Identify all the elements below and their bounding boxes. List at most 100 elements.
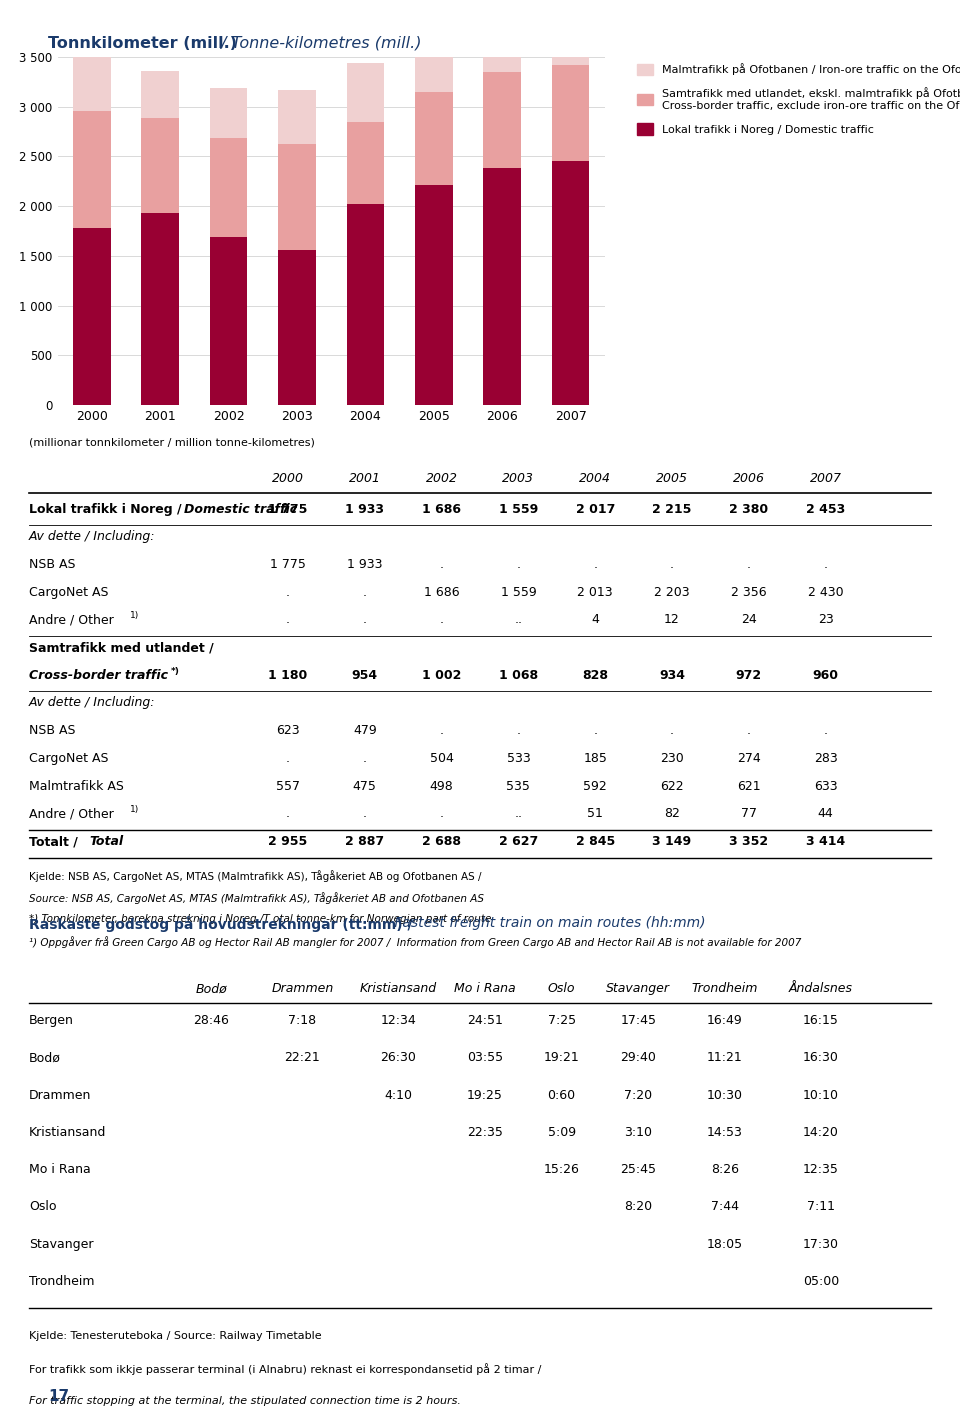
Text: 1): 1) <box>130 611 139 621</box>
Text: 14:53: 14:53 <box>707 1125 743 1138</box>
Text: 972: 972 <box>735 669 762 682</box>
Text: 3 352: 3 352 <box>730 836 768 848</box>
Text: 44: 44 <box>818 807 833 820</box>
Text: Raskaste godstog på hovudstrekningar (tt:mm) /: Raskaste godstog på hovudstrekningar (tt… <box>29 917 413 932</box>
Text: 828: 828 <box>582 669 609 682</box>
Text: 2 430: 2 430 <box>807 585 844 598</box>
Text: Kristiansand: Kristiansand <box>360 982 437 995</box>
Text: .: . <box>593 725 597 737</box>
Text: 2 215: 2 215 <box>652 503 692 516</box>
Text: Samtrafikk med utlandet /: Samtrafikk med utlandet / <box>29 641 213 654</box>
Text: 1 775: 1 775 <box>268 503 308 516</box>
Text: 2 887: 2 887 <box>346 836 384 848</box>
Text: Mo i Rana: Mo i Rana <box>29 1164 90 1177</box>
Text: 29:40: 29:40 <box>620 1052 657 1064</box>
Text: .: . <box>363 585 367 598</box>
Text: 2005: 2005 <box>656 472 688 486</box>
Text: 12:34: 12:34 <box>380 1015 417 1027</box>
Text: 592: 592 <box>584 780 607 793</box>
Text: 23: 23 <box>818 614 833 627</box>
Text: Tonnkilometer (mill.): Tonnkilometer (mill.) <box>48 36 237 51</box>
Text: (millionar tonnkilometer / million tonne-kilometres): (millionar tonnkilometer / million tonne… <box>29 438 315 448</box>
Text: 17:45: 17:45 <box>620 1015 657 1027</box>
Text: 19:21: 19:21 <box>543 1052 580 1064</box>
Bar <box>347 63 384 122</box>
Text: Fastest freight train on main routes (hh:mm): Fastest freight train on main routes (hh… <box>390 917 706 931</box>
Text: 12:35: 12:35 <box>803 1164 839 1177</box>
Text: Bodø: Bodø <box>29 1052 60 1064</box>
Text: Trondheim: Trondheim <box>29 1275 94 1287</box>
Text: For traffic stopping at the terminal, the stipulated connection time is 2 hours.: For traffic stopping at the terminal, th… <box>29 1395 461 1405</box>
Text: *) Tonnkilometer, berekna strekning i Noreg /T otal tonne-km for Norwegian part : *) Tonnkilometer, berekna strekning i No… <box>29 914 492 924</box>
Legend: Malmtrafikk på Ofotbanen / Iron-ore traffic on the Ofotline, Samtrafikk med utla: Malmtrafikk på Ofotbanen / Iron-ore traf… <box>633 58 960 139</box>
Text: 2 013: 2 013 <box>577 585 613 598</box>
Text: .: . <box>363 807 367 820</box>
Text: 479: 479 <box>353 725 376 737</box>
Text: 10:10: 10:10 <box>803 1088 839 1101</box>
Text: 1 559: 1 559 <box>499 503 538 516</box>
Text: For trafikk som ikkje passerar terminal (i Alnabru) reknast ei korrespondansetid: For trafikk som ikkje passerar terminal … <box>29 1363 541 1376</box>
Text: Av dette / Including:: Av dette / Including: <box>29 696 156 709</box>
Text: Kjelde: Tenesteruteboka / Source: Railway Timetable: Kjelde: Tenesteruteboka / Source: Railwa… <box>29 1330 322 1340</box>
Text: .: . <box>516 558 520 571</box>
Text: Av dette / Including:: Av dette / Including: <box>29 530 156 543</box>
Text: 8:20: 8:20 <box>624 1201 653 1214</box>
Text: .: . <box>593 558 597 571</box>
Text: NSB AS: NSB AS <box>29 558 75 571</box>
Text: 504: 504 <box>430 752 453 764</box>
Text: 1 686: 1 686 <box>423 585 460 598</box>
Text: Malmtrafikk AS: Malmtrafikk AS <box>29 780 124 793</box>
Text: 274: 274 <box>737 752 760 764</box>
Text: Mo i Rana: Mo i Rana <box>454 982 516 995</box>
Text: .: . <box>286 585 290 598</box>
Bar <box>73 229 110 405</box>
Text: 498: 498 <box>430 780 453 793</box>
Text: Cross-border traffic: Cross-border traffic <box>29 669 168 682</box>
Text: 4: 4 <box>591 614 599 627</box>
Text: Totalt /: Totalt / <box>29 836 82 848</box>
Text: Source: NSB AS, CargoNet AS, MTAS (Malmtrafikk AS), Tågåkeriet AB and Ofotbanen : Source: NSB AS, CargoNet AS, MTAS (Malmt… <box>29 892 484 904</box>
Text: .: . <box>363 752 367 764</box>
Text: 954: 954 <box>351 669 378 682</box>
Text: 17:30: 17:30 <box>803 1238 839 1250</box>
Text: .: . <box>363 614 367 627</box>
Text: 622: 622 <box>660 780 684 793</box>
Text: Oslo: Oslo <box>548 982 575 995</box>
Text: Drammen: Drammen <box>272 982 333 995</box>
Bar <box>210 88 248 138</box>
Text: 557: 557 <box>276 780 300 793</box>
Text: 28:46: 28:46 <box>193 1015 229 1027</box>
Text: 1 933: 1 933 <box>346 503 384 516</box>
Bar <box>484 168 521 405</box>
Text: 16:49: 16:49 <box>707 1015 743 1027</box>
Text: Andre / Other: Andre / Other <box>29 614 113 627</box>
Bar <box>552 161 589 405</box>
Text: .: . <box>286 752 290 764</box>
Bar <box>415 185 452 405</box>
Bar <box>141 118 179 213</box>
Text: 16:30: 16:30 <box>803 1052 839 1064</box>
Text: 2 017: 2 017 <box>575 503 615 516</box>
Text: CargoNet AS: CargoNet AS <box>29 752 108 764</box>
Text: 3 149: 3 149 <box>653 836 691 848</box>
Text: 82: 82 <box>664 807 680 820</box>
Bar <box>347 205 384 405</box>
Text: Total: Total <box>89 836 124 848</box>
Text: 1 933: 1 933 <box>348 558 382 571</box>
Text: *): *) <box>171 666 180 676</box>
Text: ..: .. <box>515 807 522 820</box>
Text: 12: 12 <box>664 614 680 627</box>
Text: 15:26: 15:26 <box>543 1164 580 1177</box>
Bar <box>484 71 521 168</box>
Text: 535: 535 <box>507 780 530 793</box>
Text: 05:00: 05:00 <box>803 1275 839 1287</box>
Bar <box>415 92 452 185</box>
Text: Bodø: Bodø <box>195 982 228 995</box>
Text: Åndalsnes: Åndalsnes <box>789 982 852 995</box>
Text: 24:51: 24:51 <box>467 1015 503 1027</box>
Text: 22:35: 22:35 <box>467 1125 503 1138</box>
Text: .: . <box>440 807 444 820</box>
Text: Drammen: Drammen <box>29 1088 91 1101</box>
Bar <box>278 144 316 250</box>
Text: 283: 283 <box>814 752 837 764</box>
